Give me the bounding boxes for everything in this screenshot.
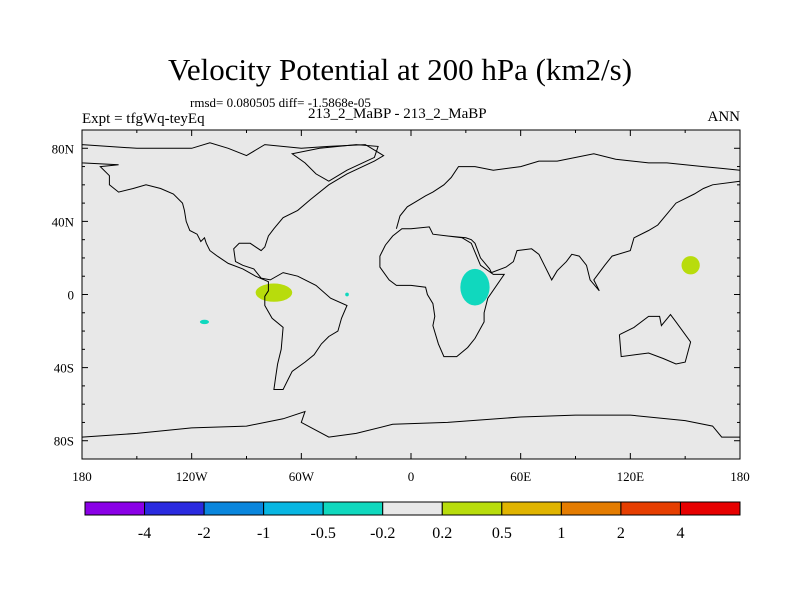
x-tick-label: 60W — [289, 469, 315, 484]
y-tick-label: 40S — [54, 361, 74, 376]
region-pacific-southeast-negative — [199, 319, 210, 325]
x-tick-label: 60E — [510, 469, 531, 484]
coastlines — [82, 142, 740, 438]
case-label: 213_2_MaBP - 213_2_MaBP — [308, 106, 487, 122]
x-axis-labels: 180 120W 60W 0 60E 120E 180 — [72, 469, 750, 484]
x-tick-label: 120E — [617, 469, 645, 484]
colorbar-swatch — [620, 501, 681, 516]
x-tick-label: 180 — [72, 469, 92, 484]
colorbar-label: -0.2 — [370, 525, 395, 542]
anomaly-regions — [199, 256, 700, 325]
colorbar-swatch — [679, 501, 741, 516]
y-tick-label: 80S — [54, 434, 74, 449]
y-tick-label: 40N — [52, 214, 75, 229]
y-axis-labels: 80N 40N 0 40S 80S — [52, 141, 75, 448]
colorbar-swatch — [501, 501, 562, 516]
map-background — [82, 130, 740, 459]
coastline-antarctica — [82, 410, 740, 438]
colorbar-label: -2 — [197, 525, 210, 542]
experiment-label: Expt = tfgWq-teyEq — [82, 111, 205, 127]
colorbar-label: -0.5 — [311, 525, 336, 542]
colorbar-swatch — [84, 501, 146, 516]
stats-line: rmsd= 0.080505 diff= -1.5868e-05 — [190, 95, 371, 110]
region-pacific-east-positive — [255, 283, 293, 302]
colorbar-swatch — [144, 501, 205, 516]
coastline-americas — [82, 142, 385, 390]
region-west-pacific-positive — [681, 256, 700, 275]
region-atlantic-small-negative — [345, 292, 349, 297]
coastline-eurasia-africa — [379, 153, 740, 358]
colorbar-label: 2 — [617, 525, 625, 542]
plot-title: Velocity Potential at 200 hPa (km2/s) — [167, 52, 633, 87]
colorbar-label: 1 — [557, 525, 565, 542]
season-label: ANN — [707, 109, 741, 125]
colorbar-swatch — [203, 501, 265, 516]
colorbar-label: 4 — [676, 525, 684, 542]
colorbar-swatch — [560, 501, 622, 516]
colorbar-labels: -4 -2 -1 -0.5 -0.2 0.2 0.5 1 2 4 — [138, 525, 685, 542]
colorbar-label: -4 — [138, 525, 151, 542]
colorbar-swatch — [382, 501, 443, 516]
region-africa-negative — [460, 268, 490, 306]
colorbar-label: -1 — [257, 525, 270, 542]
y-tick-label: 80N — [52, 141, 75, 156]
y-tick-label: 0 — [68, 288, 75, 303]
colorbar-swatch — [322, 501, 384, 516]
x-tick-label: 120W — [176, 469, 209, 484]
colorbar-label: 0.2 — [432, 525, 452, 542]
x-tick-label: 180 — [730, 469, 750, 484]
coastline-greenland-islands — [290, 144, 379, 182]
colorbar — [84, 501, 741, 516]
colorbar-label: 0.5 — [492, 525, 512, 542]
coastline-australia — [618, 313, 692, 365]
colorbar-swatch — [441, 501, 503, 516]
axis-ticks — [81, 130, 741, 459]
x-tick-label: 0 — [408, 469, 415, 484]
colorbar-swatch — [263, 501, 324, 516]
